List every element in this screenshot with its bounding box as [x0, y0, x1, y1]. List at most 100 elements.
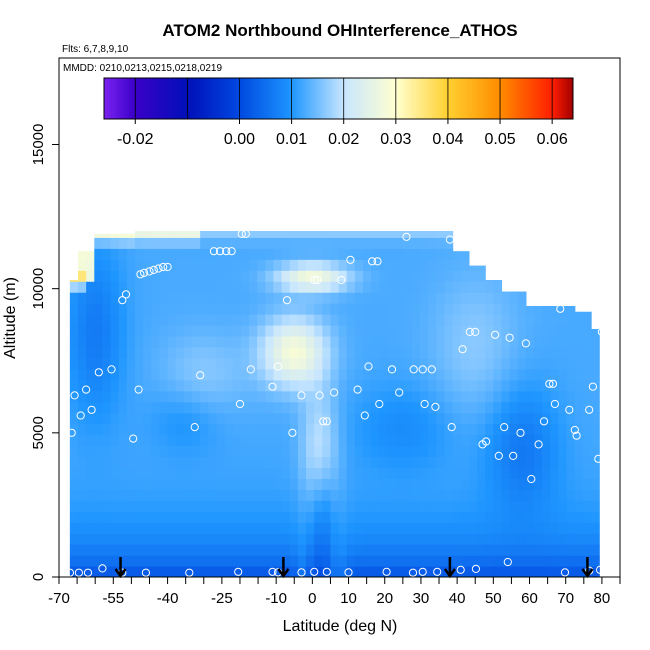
heatmap-cell — [249, 555, 258, 567]
colorbar-swatch — [483, 78, 487, 119]
heatmap-cell — [428, 270, 437, 282]
colorbar-swatch — [455, 78, 459, 119]
heatmap-cell — [582, 434, 592, 447]
heatmap-cell — [297, 259, 307, 271]
heatmap-cell — [363, 423, 372, 436]
heatmap-cell — [371, 292, 380, 304]
heatmap-cell — [143, 357, 152, 370]
heatmap-cell — [485, 379, 494, 392]
heatmap-cell — [542, 325, 551, 337]
heatmap-cell — [354, 335, 364, 348]
heatmap-cell — [110, 237, 120, 249]
heatmap-cell — [330, 231, 340, 238]
heatmap-cell — [558, 566, 568, 577]
colorbar-swatch — [322, 78, 325, 119]
heatmap-cell — [338, 478, 348, 490]
heatmap-cell — [183, 489, 193, 501]
heatmap-cell — [314, 292, 323, 304]
heatmap-cell — [200, 489, 209, 501]
heatmap-cell — [566, 325, 576, 337]
heatmap-cell — [403, 346, 413, 359]
colorbar-swatch — [256, 78, 260, 119]
heatmap-cell — [379, 522, 389, 534]
heatmap-cell — [167, 270, 177, 282]
heatmap-cell — [485, 456, 494, 469]
heatmap-cell — [379, 379, 389, 392]
heatmap-cell — [452, 401, 462, 414]
heatmap-cell — [118, 357, 128, 370]
heatmap-cell — [297, 489, 307, 501]
heatmap-cell — [534, 314, 543, 326]
heatmap-cell — [550, 346, 560, 359]
heatmap-cell — [566, 412, 576, 425]
sample-point — [491, 330, 500, 339]
heatmap-cell — [183, 368, 193, 381]
colorbar-swatch — [549, 78, 553, 119]
heatmap-cell — [436, 379, 446, 392]
heatmap-cell — [525, 522, 535, 534]
heatmap-cell — [354, 379, 364, 392]
heatmap-cell — [175, 423, 185, 436]
colorbar-swatch — [310, 78, 314, 119]
colorbar-swatch — [533, 78, 536, 119]
heatmap-cell — [297, 412, 307, 425]
heatmap-cell — [192, 270, 201, 282]
heatmap-cell — [509, 423, 519, 436]
colorbar-swatch — [235, 78, 239, 119]
heatmap-cell — [306, 489, 315, 501]
x-tick-label: -40 — [157, 590, 179, 607]
heatmap-cell — [338, 314, 348, 326]
heatmap-cell — [86, 467, 95, 479]
heatmap-cell — [151, 270, 161, 282]
heatmap-cell — [192, 467, 201, 479]
heatmap-cell — [428, 522, 437, 534]
heatmap-cell — [509, 291, 519, 293]
heatmap-cell — [257, 390, 266, 403]
heatmap-cell — [110, 456, 120, 469]
heatmap-cell — [306, 303, 315, 315]
heatmap-cell — [102, 500, 112, 512]
heatmap-cell — [192, 259, 201, 271]
heatmap-cell — [240, 522, 250, 534]
heatmap-cell — [354, 390, 364, 403]
colorbar-swatch — [176, 78, 180, 119]
heatmap-cell — [403, 522, 413, 534]
heatmap-cell — [566, 346, 576, 359]
heatmap-cell — [224, 555, 234, 567]
heatmap-cell — [306, 511, 315, 523]
sample-point — [427, 365, 436, 374]
heatmap-cell — [118, 456, 128, 469]
heatmap-cell — [200, 325, 209, 337]
heatmap-cell — [387, 248, 397, 260]
colorbar-swatch — [214, 78, 218, 119]
heatmap-cell — [86, 335, 95, 348]
heatmap-cell — [525, 305, 535, 315]
heatmap-cell — [566, 390, 576, 403]
heatmap-cell — [151, 357, 161, 370]
heatmap-cell — [542, 423, 551, 436]
heatmap-cell — [411, 544, 421, 556]
heatmap-cell — [289, 259, 299, 271]
heatmap-cell — [371, 335, 380, 348]
heatmap-cell — [395, 456, 405, 469]
heatmap-cell — [86, 251, 95, 260]
sample-point — [458, 345, 467, 354]
heatmap-cell — [444, 445, 454, 458]
heatmap-cell — [395, 231, 405, 238]
heatmap-cell — [208, 325, 218, 337]
heatmap-cell — [582, 489, 592, 501]
heatmap-cell — [86, 423, 95, 436]
heatmap-cell — [159, 303, 169, 315]
colorbar-swatch — [282, 78, 286, 119]
heatmap-cell — [477, 555, 486, 567]
heatmap-cell — [346, 335, 356, 348]
colorbar-swatch — [544, 78, 548, 119]
heatmap-cell — [86, 281, 95, 293]
heatmap-cell — [322, 335, 332, 348]
heatmap-cell — [306, 478, 315, 490]
heatmap-cell — [69, 325, 79, 337]
colorbar-swatch — [279, 78, 283, 119]
colorbar-swatch — [392, 78, 396, 119]
heatmap-cell — [534, 511, 543, 523]
heatmap-cell — [493, 412, 503, 425]
